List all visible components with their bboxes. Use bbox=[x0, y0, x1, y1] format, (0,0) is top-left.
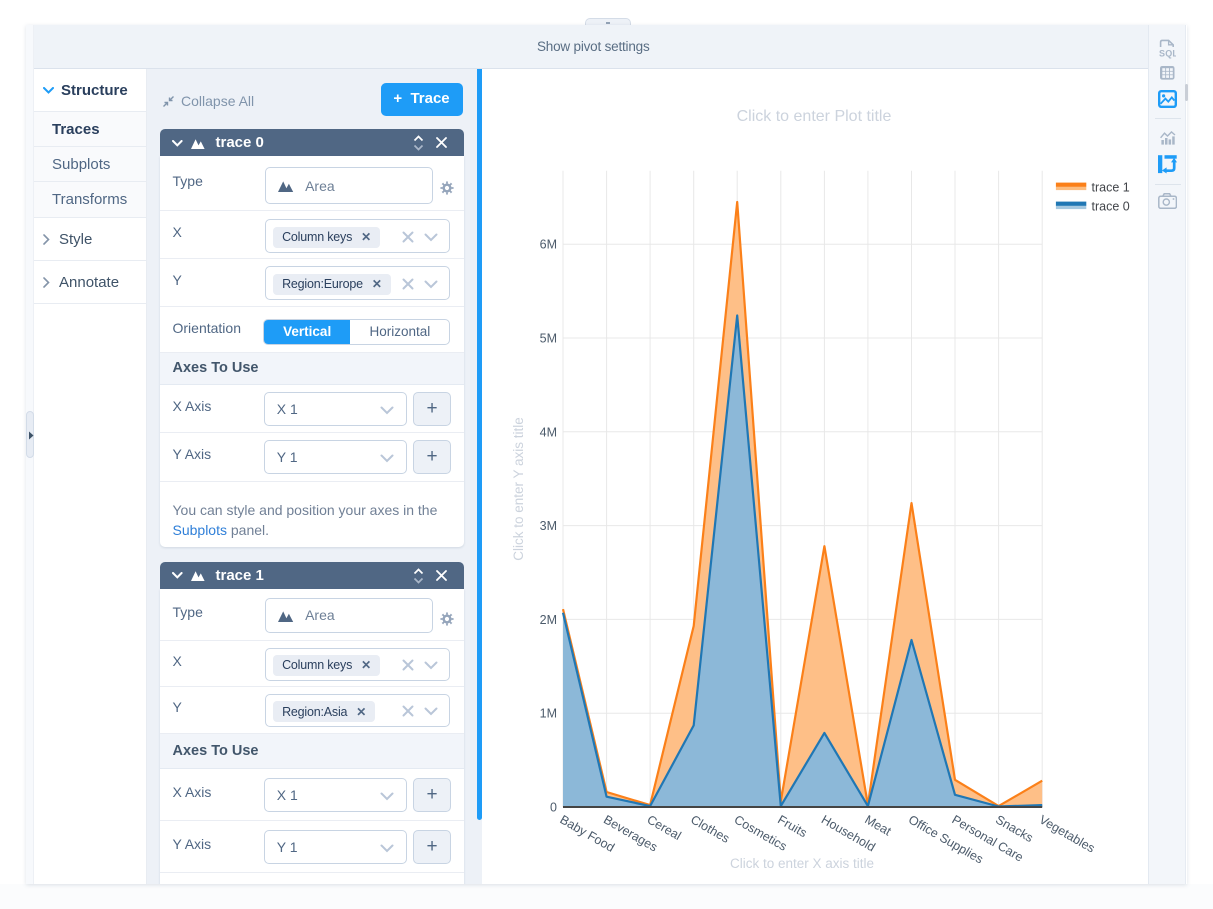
svg-text:SQL: SQL bbox=[1159, 49, 1176, 59]
svg-text:trace 1: trace 1 bbox=[1091, 181, 1129, 195]
svg-text:6M: 6M bbox=[539, 238, 556, 252]
svg-text:5M: 5M bbox=[539, 332, 556, 346]
svg-text:Click to enter Plot title: Click to enter Plot title bbox=[736, 108, 891, 125]
svg-text:Vegetables: Vegetables bbox=[1036, 812, 1097, 855]
svg-text:1M: 1M bbox=[539, 707, 556, 721]
svg-text:2M: 2M bbox=[539, 613, 556, 627]
svg-text:4M: 4M bbox=[539, 425, 556, 439]
svg-text:Office Supplies: Office Supplies bbox=[906, 812, 986, 866]
svg-text:3M: 3M bbox=[539, 519, 556, 533]
svg-text:Meat: Meat bbox=[862, 812, 894, 838]
svg-text:trace 0: trace 0 bbox=[1091, 200, 1129, 214]
svg-text:Clothes: Clothes bbox=[688, 812, 732, 845]
svg-text:0: 0 bbox=[550, 801, 557, 815]
svg-text:Click to enter X axis title: Click to enter X axis title bbox=[729, 856, 873, 871]
svg-text:Click to enter Y axis title: Click to enter Y axis title bbox=[511, 417, 526, 561]
